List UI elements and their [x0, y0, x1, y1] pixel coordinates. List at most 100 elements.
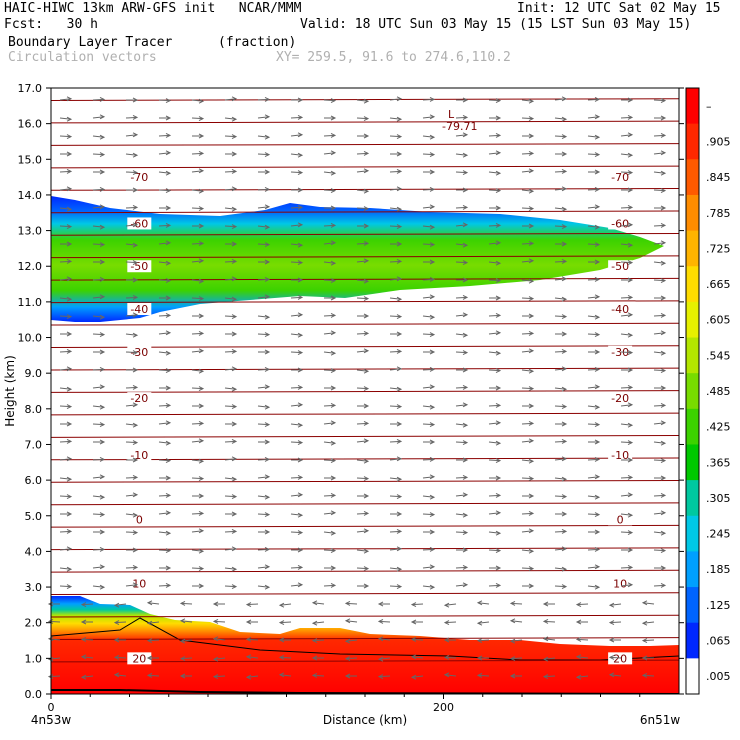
wind-vector-head: [462, 97, 469, 103]
wind-vector: [554, 188, 567, 191]
wind-vector: [59, 548, 72, 551]
wind-vector: [455, 171, 468, 174]
wind-vector: [521, 189, 534, 192]
wind-vector-head: [99, 546, 106, 552]
wind-vector-head: [132, 204, 139, 210]
wind-vector-head: [495, 115, 502, 121]
wind-vector: [576, 603, 589, 606]
wind-vector: [488, 422, 501, 425]
wind-vector-head: [278, 654, 285, 660]
wind-vector: [279, 603, 292, 606]
wind-vector: [455, 404, 468, 407]
wind-vector: [59, 170, 72, 173]
wind-vector: [191, 170, 204, 173]
wind-vector-head: [594, 349, 601, 355]
wind-vector-head: [363, 386, 370, 392]
wind-vector: [290, 423, 303, 426]
valid-time: Valid: 18 UTC Sun 03 May 15 (15 LST Sun …: [300, 17, 692, 32]
wind-vector: [92, 368, 105, 371]
wind-vector-head: [330, 312, 337, 318]
wind-vector: [257, 188, 270, 191]
wind-vector-head: [627, 492, 634, 498]
wind-vector: [125, 153, 138, 156]
wind-vector: [191, 459, 204, 462]
wind-vector-head: [396, 494, 403, 500]
wind-vector-head: [476, 655, 483, 661]
wind-vector: [257, 548, 270, 551]
wind-vector-head: [660, 458, 667, 464]
wind-vector: [125, 171, 138, 174]
wind-vector-head: [495, 458, 502, 464]
wind-vector-head: [660, 295, 667, 301]
wind-vector-head: [594, 512, 601, 518]
wind-vector: [125, 476, 138, 479]
vector-field-name: Circulation vectors: [8, 50, 157, 65]
wind-vector: [257, 476, 270, 479]
wind-vector: [290, 171, 303, 174]
wind-vector-head: [47, 618, 54, 624]
wind-vector: [312, 621, 325, 624]
wind-vector: [246, 603, 259, 606]
colorbar-swatch: [686, 551, 699, 588]
y-tick-label: 1.0: [25, 652, 43, 665]
wind-vector: [653, 422, 666, 425]
wind-vector-head: [231, 348, 238, 354]
wind-vector-head: [495, 132, 502, 138]
wind-vector: [290, 243, 303, 246]
wind-vector-head: [660, 492, 667, 498]
wind-vector: [224, 207, 237, 210]
wind-vector-head: [231, 134, 238, 140]
wind-vector-head: [132, 242, 139, 248]
contour-label: -20: [130, 392, 148, 405]
contour-label-bg: [608, 303, 633, 316]
wind-vector-head: [443, 654, 450, 660]
wind-vector: [290, 441, 303, 444]
wind-vector-head: [396, 476, 403, 482]
wind-vector-head: [561, 331, 568, 337]
wind-vector: [510, 657, 523, 660]
wind-vector-head: [278, 672, 285, 678]
wind-vector: [477, 639, 490, 642]
colorbar-label: .605: [706, 314, 731, 327]
wind-vector: [488, 494, 501, 497]
wind-vector-head: [99, 404, 106, 410]
wind-vector: [191, 99, 204, 102]
wind-vector: [554, 315, 567, 318]
wind-vector-head: [627, 402, 634, 408]
wind-vector: [290, 513, 303, 516]
wind-vector-head: [627, 512, 634, 518]
contour-label: -10: [611, 449, 629, 462]
wind-vector-head: [99, 439, 106, 445]
wind-vector-head: [132, 350, 139, 356]
wind-vector-head: [462, 242, 469, 248]
wind-vector: [279, 674, 292, 677]
wind-vector-head: [231, 116, 238, 122]
wind-vector-head: [132, 132, 139, 138]
wind-vector: [92, 386, 105, 389]
wind-vector-head: [80, 636, 87, 642]
wind-vector-head: [165, 330, 172, 336]
wind-vector-head: [410, 619, 417, 625]
wind-vector-head: [245, 636, 252, 642]
isotherm-line: [50, 345, 680, 349]
wind-vector: [92, 135, 105, 138]
wind-vector-head: [132, 152, 139, 158]
wind-vector-head: [231, 151, 238, 157]
wind-vector-head: [594, 439, 601, 445]
wind-vector-head: [641, 655, 648, 661]
wind-vector-head: [561, 241, 568, 247]
wind-vector-head: [146, 655, 153, 661]
wind-vector-head: [165, 402, 172, 408]
wind-vector: [422, 225, 435, 228]
wind-vector-head: [198, 258, 205, 264]
wind-vector: [191, 549, 204, 552]
wind-vector-head: [264, 204, 271, 210]
wind-vector: [158, 189, 171, 192]
low-marker: L -79.71: [442, 108, 477, 133]
wind-vector: [620, 494, 633, 497]
wind-vector-head: [660, 188, 667, 194]
wind-vector: [290, 494, 303, 497]
wind-vector: [356, 530, 369, 533]
wind-vector-head: [344, 618, 351, 624]
wind-vector: [125, 531, 138, 534]
